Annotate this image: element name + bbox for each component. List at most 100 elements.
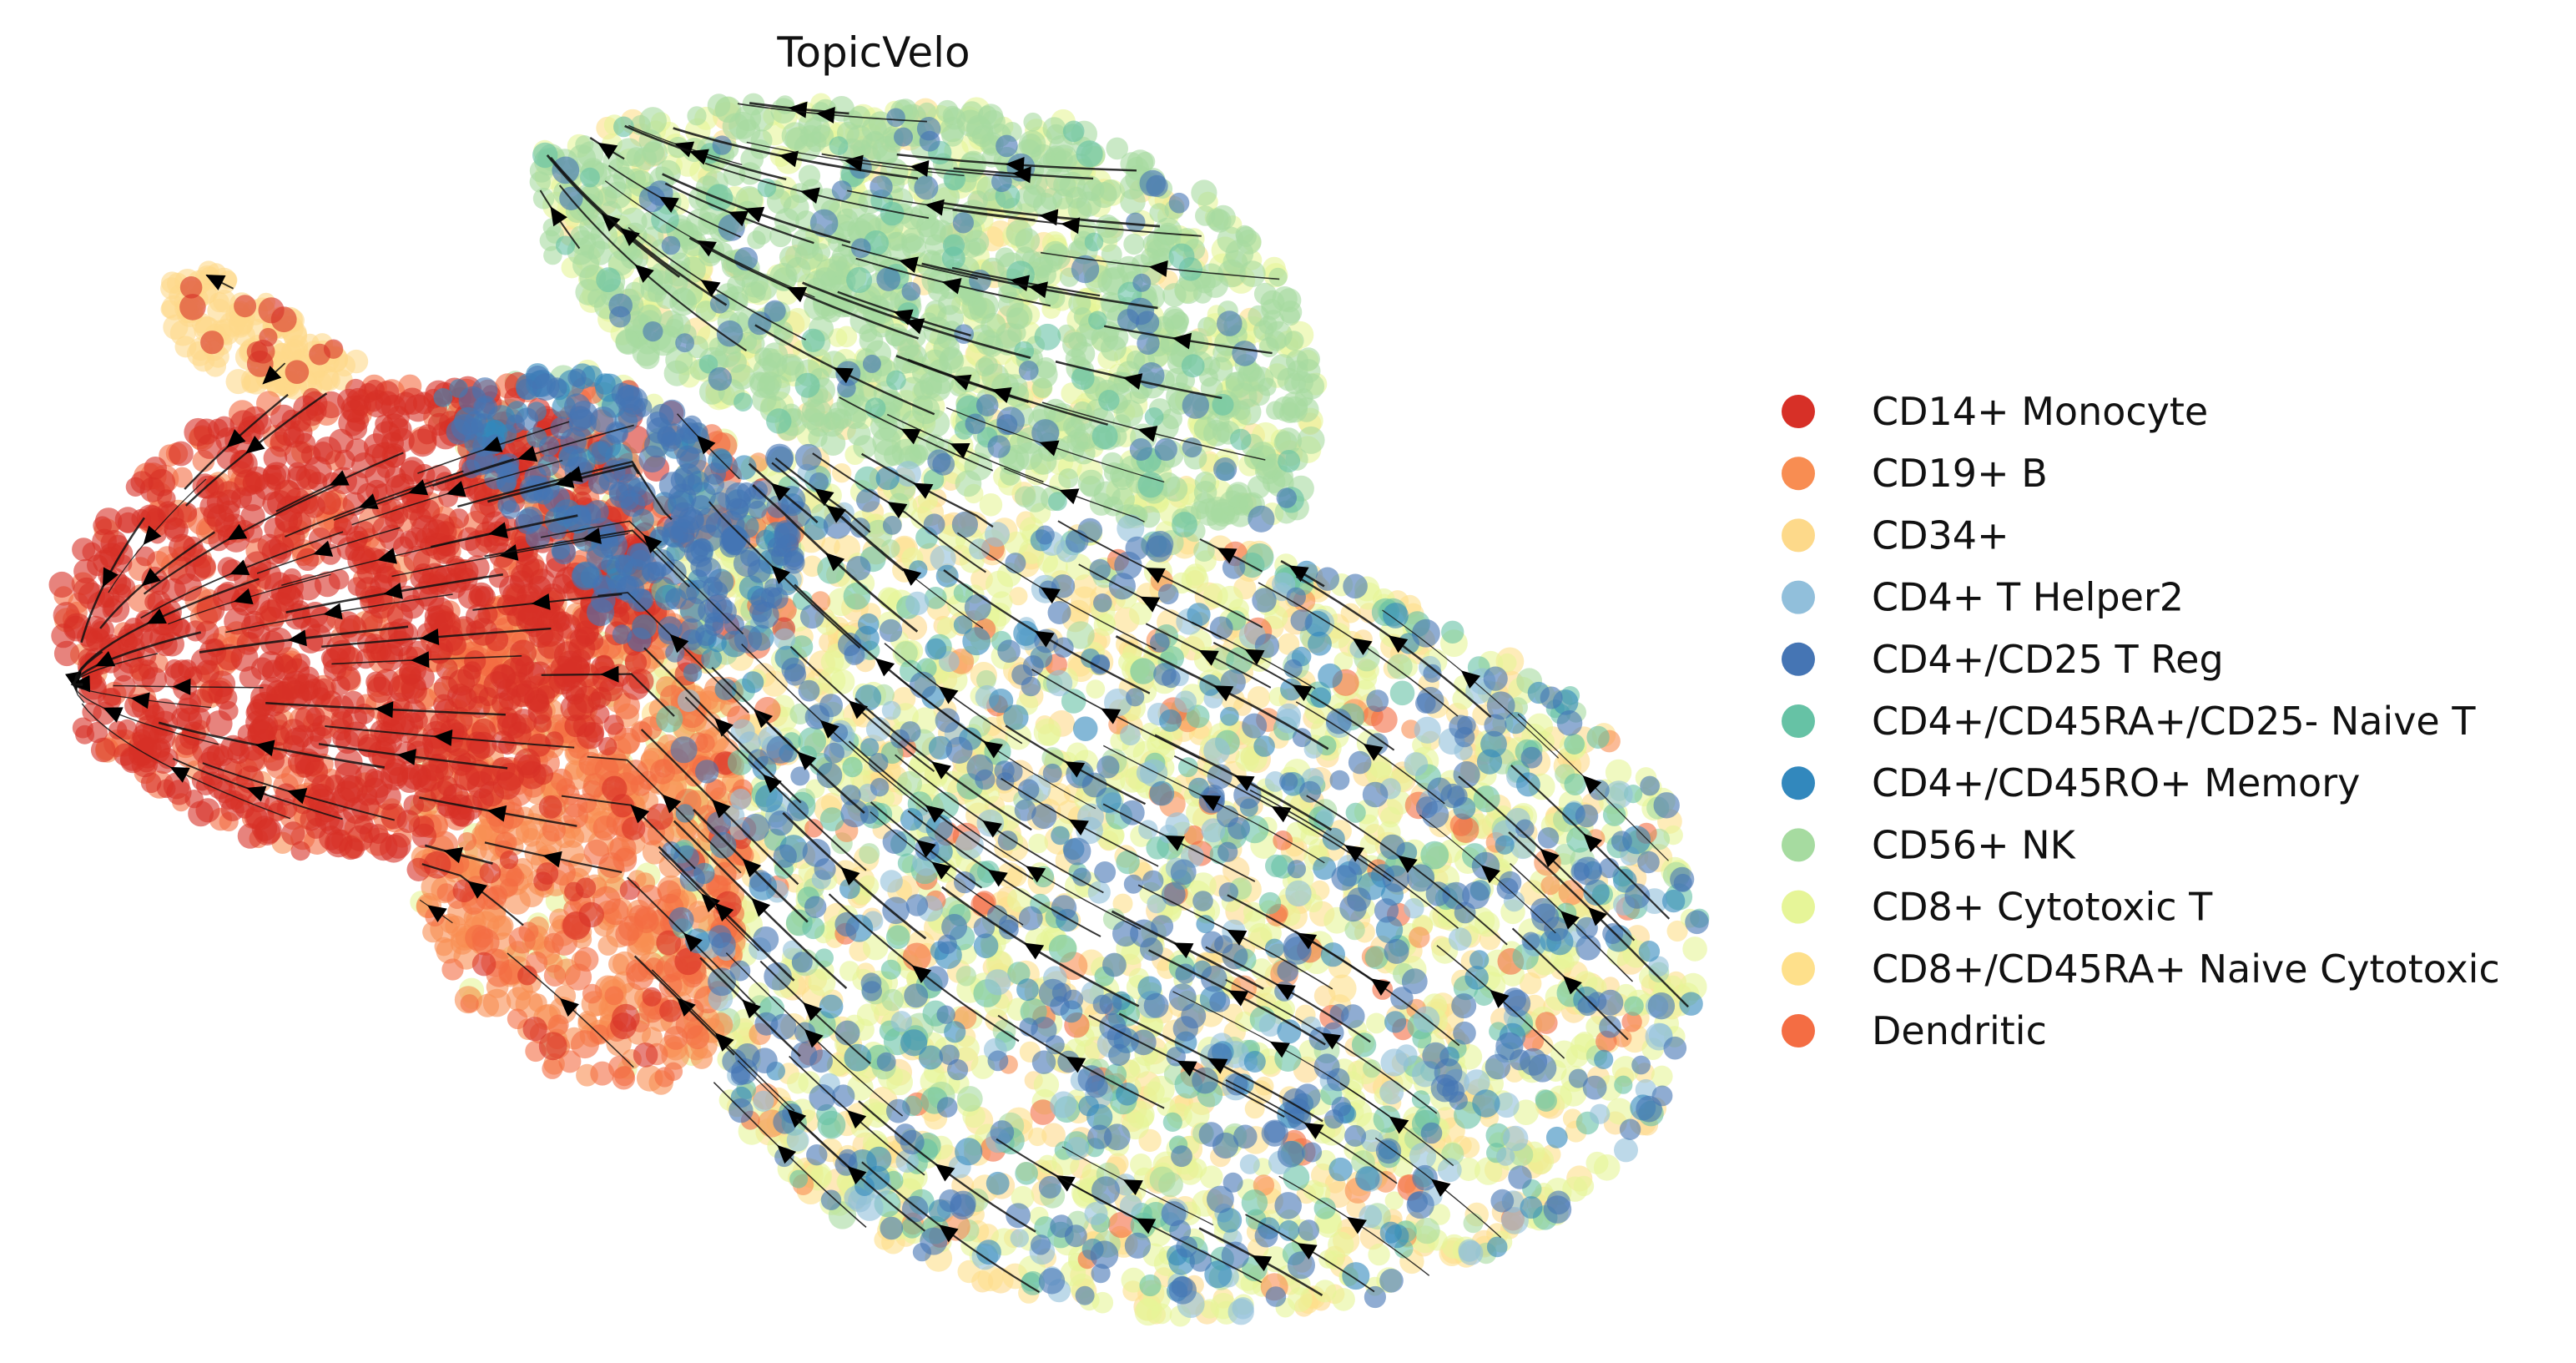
cell-point [804,399,832,427]
cell-point [1535,1012,1558,1034]
cell-point [1149,1166,1176,1193]
cell-point [859,843,880,865]
cell-point [1033,718,1061,746]
cell-point [615,330,640,354]
cell-point [579,233,606,260]
cell-point [979,493,1003,517]
cell-point [1344,919,1365,941]
cell-point [690,1047,713,1069]
cell-point [625,959,648,982]
cell-point [479,861,502,884]
cell-point [406,857,431,881]
cell-point [1183,1102,1210,1128]
cell-point [722,113,749,140]
cell-point [1284,372,1306,395]
cell-point [1099,179,1122,202]
cell-point [899,338,920,359]
cell-point [1463,1213,1484,1234]
cell-point [654,1067,675,1088]
cell-point [1266,331,1287,351]
cell-point [1136,1298,1159,1321]
cell-point [1474,1157,1503,1185]
cell-point [1409,926,1430,948]
cell-point [1456,1157,1480,1181]
cell-point [471,926,494,948]
chart-title: TopicVelo [776,28,970,77]
cell-point [829,669,855,694]
cell-point [820,650,844,674]
cell-point [618,916,644,941]
cell-point [1028,833,1048,854]
cell-point [1558,880,1585,906]
cell-point [1041,1123,1066,1148]
cell-point [575,877,597,898]
cell-point [957,1260,980,1284]
cell-point [1191,179,1217,206]
cell-point [562,911,591,941]
cell-point [619,879,641,901]
cell-point [779,245,802,269]
cell-point [1032,377,1053,398]
cell-point [612,1003,640,1032]
cell-point [881,988,905,1012]
cell-point [1162,476,1188,502]
cell-point [749,372,776,398]
cell-point [1666,920,1688,942]
cell-point [829,253,848,272]
cell-point [1244,1098,1265,1119]
cell-point [1023,112,1042,132]
cell-point [1313,1280,1337,1303]
cell-point [1128,602,1152,625]
cell-point [1234,398,1262,426]
cell-point [1497,653,1517,673]
cell-point [344,349,369,374]
cell-point [1363,1059,1381,1078]
cell-point [939,348,965,374]
cell-point [602,174,627,199]
cell-point [687,106,707,126]
cell-point [630,775,652,796]
cell-point [1042,117,1066,141]
cell-point [285,360,310,385]
cell-point [1154,217,1182,245]
cell-point [938,292,961,316]
scatter-points [48,93,1710,1327]
cell-point [1268,267,1288,287]
cell-point [1359,834,1379,855]
cell-point [1573,1175,1595,1197]
cell-point [1286,350,1308,373]
cell-point [1225,482,1252,508]
cell-point [543,964,567,987]
cell-point [1089,492,1113,516]
cell-point [614,138,643,166]
cell-point [761,670,788,697]
cell-point [1217,585,1243,612]
cell-point [839,961,860,982]
cell-point [583,839,610,866]
cell-point [1414,1217,1440,1244]
cell-point [1277,288,1302,313]
cell-point [1332,1288,1355,1311]
cell-point [234,295,257,318]
cell-point [582,983,602,1004]
cell-point [803,116,830,144]
cell-point [1525,713,1554,740]
cell-point [1018,130,1046,158]
cell-point [1359,814,1379,835]
cell-point [1247,686,1271,709]
cell-point [707,93,731,117]
cell-point [1189,872,1217,900]
cell-point [1682,936,1707,962]
cell-point [1043,398,1068,423]
cell-point [487,885,508,906]
cell-point [522,1017,547,1042]
cell-point [1037,1154,1057,1174]
cell-point [1184,563,1207,586]
cell-point [556,778,576,798]
cell-point [1379,806,1401,828]
cell-point [642,987,662,1007]
cell-point [671,287,696,312]
cell-point [1651,1065,1673,1088]
cell-point [747,230,766,250]
cell-point [1236,226,1257,247]
